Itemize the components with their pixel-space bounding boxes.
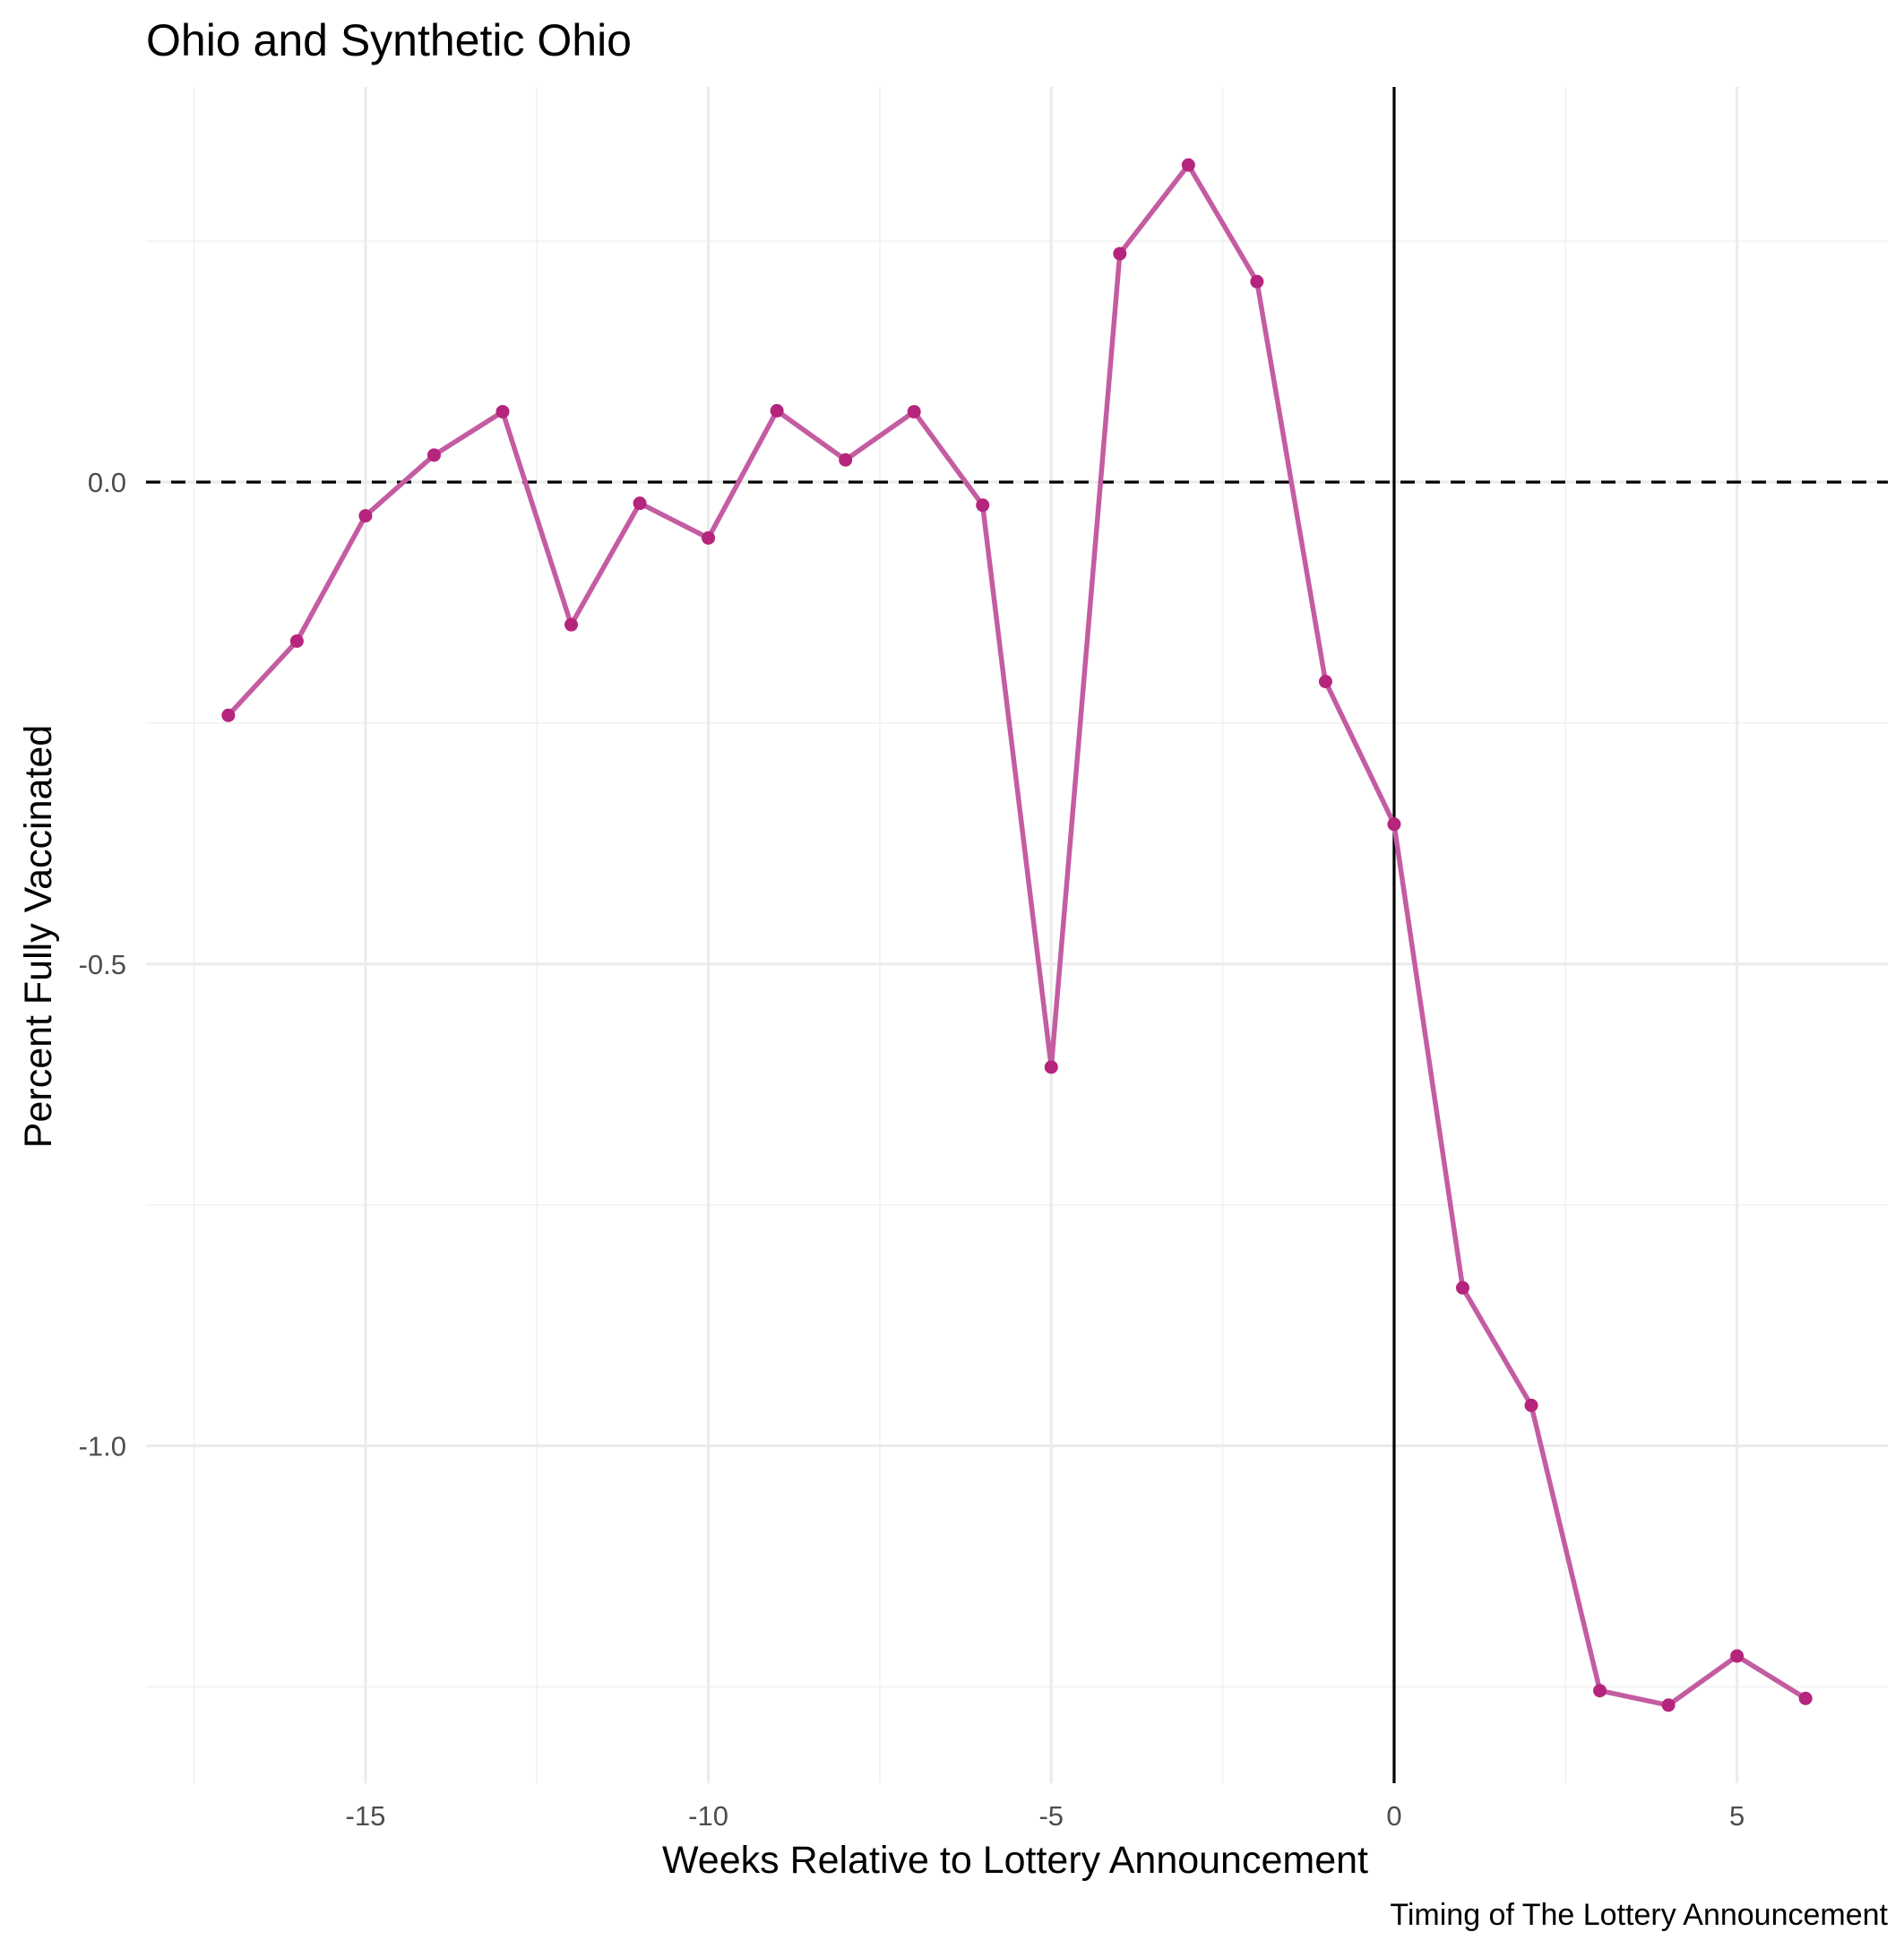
data-point [1524, 1398, 1538, 1412]
data-point [1044, 1060, 1058, 1074]
data-point [1387, 817, 1401, 832]
data-point [1250, 274, 1264, 289]
y-tick-label: -0.5 [79, 949, 126, 980]
chart-caption: Timing of The Lottery Announcement [1390, 1898, 1888, 1932]
data-point [1455, 1281, 1469, 1295]
x-axis-title: Weeks Relative to Lottery Announcement [662, 1839, 1368, 1882]
chart-title: Ohio and Synthetic Ohio [146, 15, 632, 65]
data-point [221, 708, 236, 722]
reference-lines [146, 87, 1888, 1783]
data-point [1798, 1691, 1813, 1705]
data-point [907, 404, 921, 418]
y-tick-label: 0.0 [88, 467, 126, 498]
series-line [226, 162, 1808, 1708]
y-tick-label: -1.0 [79, 1431, 126, 1462]
data-point [1661, 1698, 1676, 1712]
y-axis-title: Percent Fully Vaccinated [17, 725, 60, 1148]
x-tick-label: -10 [688, 1800, 728, 1832]
data-point [1593, 1684, 1607, 1698]
data-point [633, 496, 647, 511]
x-tick-label: 5 [1729, 1800, 1745, 1832]
x-tick-label: -15 [346, 1800, 386, 1832]
data-point [1113, 246, 1127, 261]
data-point [839, 453, 853, 467]
x-tick-label: 0 [1386, 1800, 1401, 1832]
axis-tick-labels: -15 -10 -5 0 5 0.0 -0.5 -1.0 [79, 467, 1745, 1832]
data-point [702, 530, 716, 545]
data-point [495, 404, 510, 418]
data-point [1730, 1649, 1745, 1663]
data-point [426, 448, 441, 462]
data-point [976, 498, 990, 513]
data-point [1181, 158, 1195, 172]
data-point [1318, 675, 1332, 689]
data-point [564, 617, 579, 632]
data-series [221, 158, 1813, 1712]
data-point [289, 634, 304, 648]
data-point [358, 509, 373, 523]
x-tick-label: -5 [1038, 1800, 1064, 1832]
data-point [770, 403, 784, 418]
